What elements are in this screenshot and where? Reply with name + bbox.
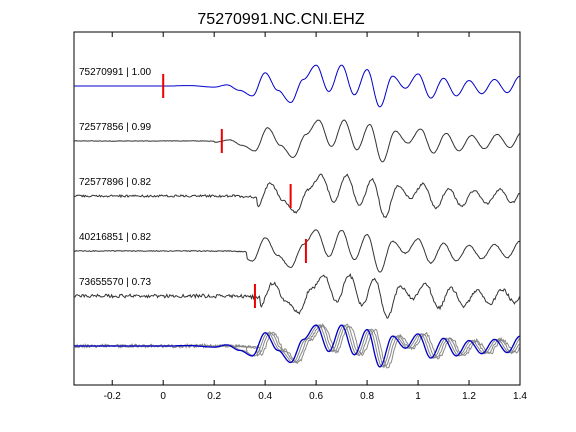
trace-line xyxy=(74,173,520,219)
trace-group: 75270991 | 1.00 72577856 | 0.99 72577896 |… xyxy=(73,64,520,319)
x-tick-label: 1.2 xyxy=(462,391,476,402)
trace-line xyxy=(73,229,520,273)
stack-trace-line xyxy=(73,323,520,369)
trace-label: 72577896 | 0.82 xyxy=(79,177,152,188)
trace-line xyxy=(74,64,520,108)
trace-label: 75270991 | 1.00 xyxy=(79,67,152,78)
x-tick-label: -0.2 xyxy=(104,391,122,402)
trace-label: 73655570 | 0.73 xyxy=(79,277,152,288)
x-tick-label: 0.4 xyxy=(258,391,272,402)
x-tick-label: 1.4 xyxy=(513,391,527,402)
x-tick-label: 0.6 xyxy=(309,391,323,402)
x-tick-label: 0.2 xyxy=(207,391,221,402)
trace-line xyxy=(73,119,520,163)
trace-label: 72577856 | 0.99 xyxy=(79,122,152,133)
stack-template-line xyxy=(74,324,520,368)
plot-area xyxy=(73,31,521,386)
x-axis: -0.2 0 0.2 0.4 0.6 0.8 1 1.2 1.4 xyxy=(104,32,527,402)
x-tick-label: 1 xyxy=(415,391,421,402)
x-tick-label: 0 xyxy=(160,391,166,402)
x-tick-label: 0.8 xyxy=(360,391,374,402)
overlay-stack xyxy=(73,323,520,369)
trace-label: 40216851 | 0.82 xyxy=(79,232,152,243)
trace-line xyxy=(73,273,520,319)
chart-title: 75270991.NC.CNI.EHZ xyxy=(197,11,364,28)
